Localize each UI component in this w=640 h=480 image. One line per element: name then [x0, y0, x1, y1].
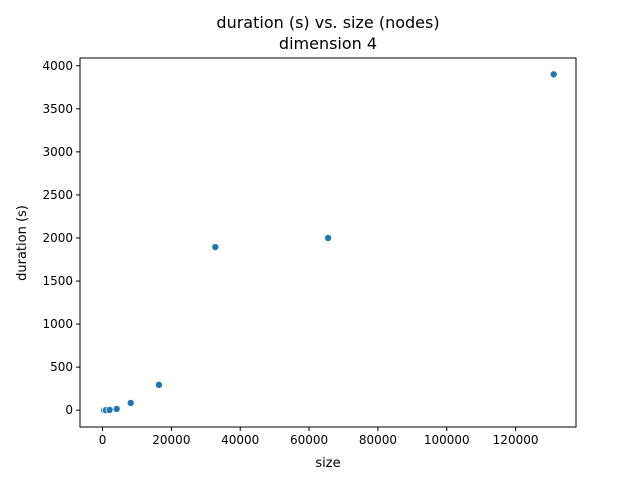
data-points — [98, 70, 558, 415]
data-point — [324, 233, 333, 242]
x-axis-label: size — [315, 456, 340, 471]
plot-frame — [79, 57, 577, 428]
y-axis-ticks: 0 500 1000 1500 2000 2500 3000 3500 4000 — [42, 59, 80, 417]
y-tick-label: 0 — [65, 403, 73, 417]
y-tick-label: 3500 — [42, 102, 73, 116]
chart-subtitle: dimension 4 — [279, 34, 377, 53]
x-tick-label: 20000 — [152, 433, 190, 447]
y-tick-label: 4000 — [42, 59, 73, 73]
x-tick-label: 0 — [99, 433, 107, 447]
x-tick-label: 60000 — [290, 433, 328, 447]
y-tick-label: 2000 — [42, 231, 73, 245]
y-axis-label: duration (s) — [15, 205, 30, 281]
x-tick-label: 120000 — [493, 433, 539, 447]
data-point — [105, 405, 114, 414]
data-point — [154, 380, 163, 389]
data-point — [211, 243, 220, 252]
x-axis-ticks: 0 20000 40000 60000 80000 100000 120000 — [99, 427, 539, 447]
x-tick-label: 80000 — [359, 433, 397, 447]
y-tick-label: 1500 — [42, 274, 73, 288]
y-tick-label: 1000 — [42, 317, 73, 331]
data-point — [549, 70, 558, 79]
chart-title: duration (s) vs. size (nodes) — [216, 13, 439, 32]
x-tick-label: 100000 — [424, 433, 470, 447]
x-tick-label: 40000 — [221, 433, 259, 447]
y-tick-label: 2500 — [42, 188, 73, 202]
y-tick-label: 500 — [50, 360, 73, 374]
data-point — [126, 398, 135, 407]
y-tick-label: 3000 — [42, 145, 73, 159]
data-point — [112, 404, 121, 413]
